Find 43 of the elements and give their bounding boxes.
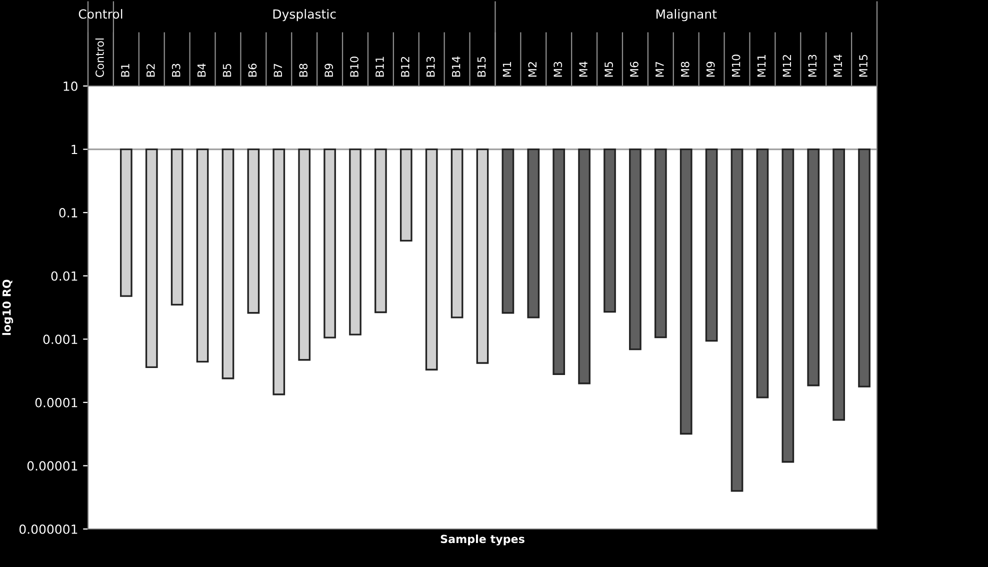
x-tick-label: M13 <box>808 54 817 77</box>
x-tick-label: B10 <box>350 56 358 77</box>
x-tick-label: M12 <box>782 55 791 77</box>
y-tick-label: 0.0001 <box>35 398 78 408</box>
x-tick-label: B8 <box>299 64 308 77</box>
text: Malignant <box>656 9 717 22</box>
x-tick-label: M4 <box>579 62 588 77</box>
x-tick-label: B12 <box>400 57 410 77</box>
y-tick-label: 0.001 <box>43 334 78 344</box>
x-tick-label: Control <box>95 38 104 78</box>
x-tick-label: M10 <box>732 54 740 77</box>
text: Dysplastic <box>273 9 336 22</box>
x-tick-label: M11 <box>757 54 766 77</box>
x-axis-title: Sample types <box>440 534 524 546</box>
x-tick-label: M15 <box>859 54 868 77</box>
y-tick-label: 1 <box>72 144 78 154</box>
x-tick-label: B3 <box>172 64 180 77</box>
y-tick-label: 0.00001 <box>27 461 78 471</box>
x-tick-label: B2 <box>146 64 155 77</box>
y-axis-title: log10 RQ <box>2 280 14 335</box>
x-tick-label: M8 <box>680 62 690 77</box>
x-tick-label: B14 <box>452 56 460 77</box>
x-tick-label: M3 <box>554 62 562 77</box>
x-tick-label: M1 <box>502 62 512 77</box>
x-tick-label: M14 <box>834 54 842 77</box>
x-tick-label: B15 <box>477 56 486 77</box>
y-tick-label: 0.000001 <box>19 524 78 534</box>
x-tick-label: B5 <box>222 64 232 77</box>
x-tick-label: B1 <box>121 64 130 77</box>
y-tick-label: 0.01 <box>51 271 78 281</box>
x-tick-label: M5 <box>604 62 613 77</box>
x-tick-label: M7 <box>656 62 664 77</box>
x-tick-label: B7 <box>274 64 282 77</box>
x-tick-label: M6 <box>630 62 638 77</box>
x-tick-label: M2 <box>528 62 536 77</box>
x-tick-label: B6 <box>248 64 257 77</box>
x-tick-label: B13 <box>426 56 435 77</box>
x-tick-label: M9 <box>706 62 715 77</box>
x-tick-label: B4 <box>198 64 206 77</box>
y-tick-label: 0.1 <box>59 208 78 218</box>
x-tick-label: B9 <box>324 64 334 77</box>
y-tick-label: 10 <box>64 81 78 91</box>
x-tick-label: B11 <box>376 56 384 77</box>
